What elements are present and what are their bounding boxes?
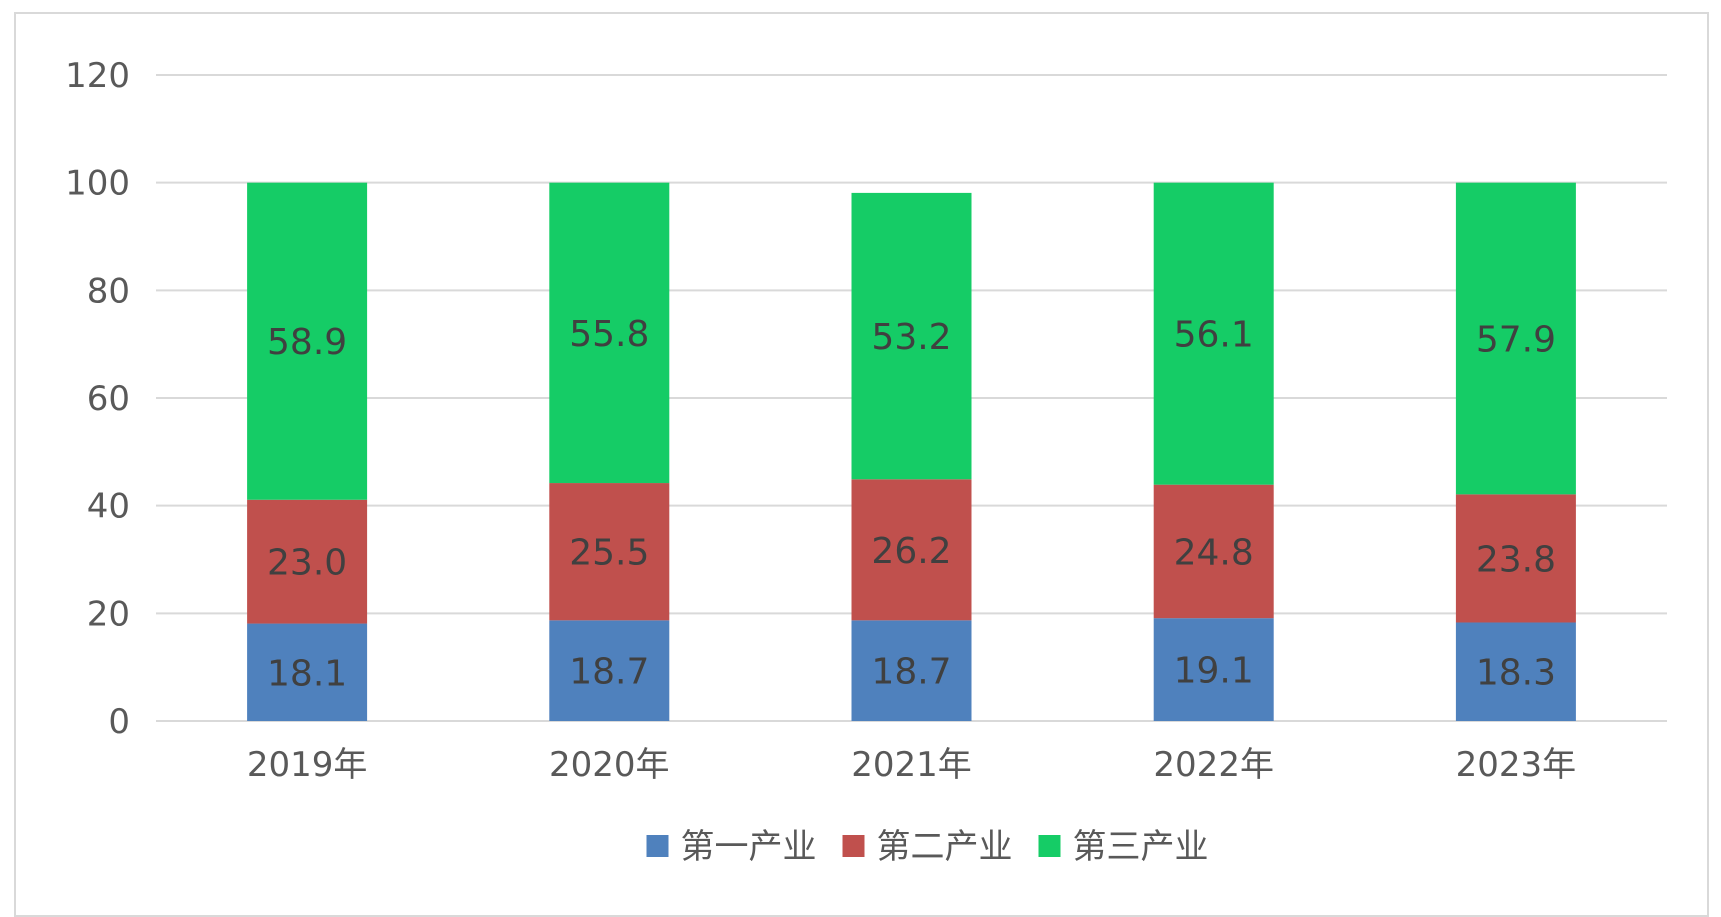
x-category-label: 2022年 bbox=[1153, 745, 1274, 785]
bar-2-1 bbox=[247, 499, 368, 624]
legend-swatch-3 bbox=[1038, 835, 1061, 857]
data-label: 23.8 bbox=[1476, 539, 1556, 580]
bar-2-5 bbox=[1455, 494, 1576, 623]
legend: 第一产业 第二产业 第三产业 bbox=[646, 827, 1209, 867]
y-tick-label: 40 bbox=[87, 487, 130, 527]
data-label: 24.8 bbox=[1174, 532, 1254, 573]
data-label: 58.9 bbox=[267, 322, 347, 363]
bars bbox=[247, 182, 1576, 721]
bar-3-4 bbox=[1153, 182, 1274, 485]
bar-2-3 bbox=[851, 479, 972, 621]
x-category-label: 2019年 bbox=[247, 745, 368, 785]
bar-1-2 bbox=[549, 620, 670, 721]
y-tick-label: 60 bbox=[87, 379, 130, 419]
x-axis-category-labels: 2019年 2020年 2021年 2022年 2023年 bbox=[247, 745, 1576, 785]
bar-2-2 bbox=[549, 483, 670, 621]
data-label: 57.9 bbox=[1476, 320, 1556, 361]
x-category-label: 2023年 bbox=[1456, 745, 1577, 785]
y-tick-label: 120 bbox=[65, 56, 130, 96]
legend-label-3: 第三产业 bbox=[1073, 827, 1209, 867]
data-label: 25.5 bbox=[569, 533, 649, 574]
y-tick-label: 0 bbox=[108, 702, 130, 742]
data-label: 18.3 bbox=[1476, 653, 1556, 694]
legend-label-2: 第二产业 bbox=[877, 827, 1013, 867]
data-label: 26.2 bbox=[871, 531, 951, 572]
data-label: 56.1 bbox=[1174, 315, 1254, 356]
data-label: 18.7 bbox=[569, 652, 649, 693]
data-label: 23.0 bbox=[267, 543, 347, 584]
y-tick-label: 20 bbox=[87, 594, 130, 634]
data-label: 55.8 bbox=[569, 314, 649, 355]
bar-3-1 bbox=[247, 182, 368, 500]
x-category-label: 2020年 bbox=[549, 745, 670, 785]
data-label: 19.1 bbox=[1174, 651, 1254, 692]
bar-2-4 bbox=[1153, 484, 1274, 619]
data-label: 18.1 bbox=[267, 653, 347, 694]
bar-3-2 bbox=[549, 182, 670, 484]
bar-1-5 bbox=[1455, 622, 1576, 721]
bar-3-3 bbox=[851, 192, 972, 480]
data-label: 18.7 bbox=[871, 652, 951, 693]
data-labels: 18.1 23.0 58.9 18.7 25.5 55.8 18.7 26.2 53.2 19.1… bbox=[267, 314, 1556, 694]
y-tick-label: 100 bbox=[65, 164, 130, 204]
legend-swatch-2 bbox=[842, 835, 865, 857]
legend-swatch-1 bbox=[646, 835, 669, 857]
bar-3-5 bbox=[1455, 182, 1576, 495]
bar-1-1 bbox=[247, 623, 368, 721]
x-category-label: 2021年 bbox=[851, 745, 972, 785]
data-label: 53.2 bbox=[871, 317, 951, 358]
legend-label-1: 第一产业 bbox=[681, 827, 817, 867]
y-tick-label: 80 bbox=[87, 271, 130, 311]
bar-1-3 bbox=[851, 620, 972, 721]
bar-1-4 bbox=[1153, 618, 1274, 721]
y-axis-tick-labels: 0 20 40 60 80 100 120 bbox=[65, 56, 130, 742]
